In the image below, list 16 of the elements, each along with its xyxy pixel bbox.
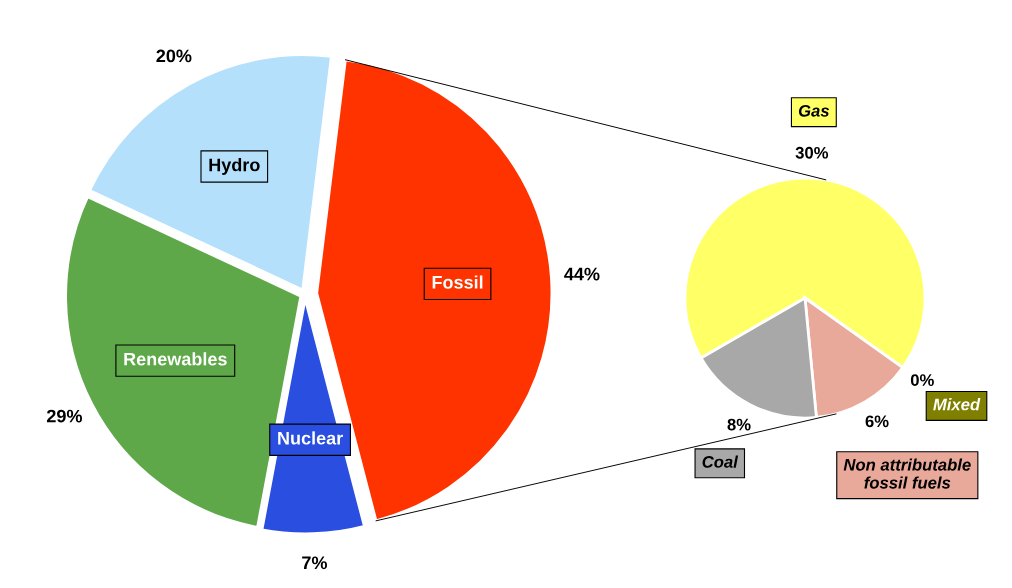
data-label: 6% <box>865 415 889 428</box>
text: 0% <box>910 374 934 386</box>
data-label: 20% <box>156 49 192 63</box>
slice-label: Gas <box>798 104 830 117</box>
data-label: 8% <box>727 418 751 431</box>
category-label: Mixed <box>933 398 981 411</box>
slice-label: Fossil <box>432 275 483 289</box>
data-label: 44% <box>564 267 600 281</box>
data-label: 30% <box>795 146 829 159</box>
slice-label: Coal <box>702 455 739 468</box>
slice-label: Hydro <box>209 158 260 175</box>
slice-label: Non attributable fossil fuels <box>843 458 971 489</box>
slice-label: Nuclear <box>278 431 343 445</box>
data-label: 7% <box>302 556 328 570</box>
slice-label: Renewables <box>124 352 227 366</box>
data-label: 29% <box>46 409 83 423</box>
